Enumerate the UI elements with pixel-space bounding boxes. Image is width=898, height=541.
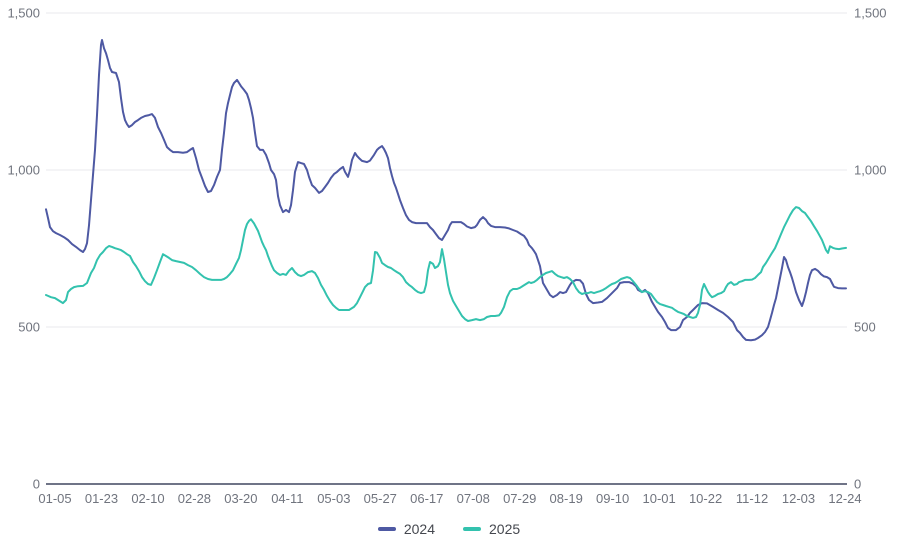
x-tick-label-02-28: 02-28 [177, 491, 212, 506]
legend-item-2024[interactable]: 2024 [377, 521, 435, 537]
x-tick-label-12-24: 12-24 [828, 491, 862, 506]
x-tick-label-12-03: 12-03 [781, 491, 816, 506]
y-tick-label-left-500: 500 [18, 319, 40, 335]
legend-swatch-2025 [463, 527, 481, 531]
series-line-2024 [45, 39, 847, 342]
x-tick-label-11-12: 11-12 [735, 491, 769, 506]
x-tick-label-07-08: 07-08 [456, 491, 490, 506]
x-tick-label-05-03: 05-03 [317, 491, 351, 506]
x-tick-label-02-10: 02-10 [131, 491, 165, 506]
x-tick-label-05-27: 05-27 [363, 491, 397, 506]
x-tick-label-06-17: 06-17 [410, 491, 444, 506]
y-tick-label-left-1000: 1,000 [7, 162, 40, 178]
x-tick-label-10-01: 10-01 [642, 491, 676, 506]
x-tick-label-01-05: 01-05 [38, 491, 72, 506]
y-tick-label-right-0: 0 [854, 476, 862, 492]
y-tick-label-right-1500: 1,500 [854, 5, 887, 21]
legend-label-2025: 2025 [489, 521, 521, 537]
legend: 2024 2025 [0, 519, 898, 539]
x-tick-label-10-22: 10-22 [688, 491, 723, 506]
x-tick-label-08-19: 08-19 [549, 491, 583, 506]
legend-label-2024: 2024 [403, 521, 435, 537]
x-tick-label-03-20: 03-20 [224, 491, 258, 506]
gridlines [46, 12, 847, 485]
series-line-2025 [45, 206, 847, 322]
x-tick-label-07-29: 07-29 [503, 491, 537, 506]
y-tick-label-left-1500: 1,500 [7, 5, 40, 21]
legend-item-2025[interactable]: 2025 [463, 522, 520, 536]
legend-swatch-2024 [377, 527, 396, 531]
series-lines [45, 39, 847, 342]
y-tick-label-right-500: 500 [854, 319, 876, 335]
x-tick-label-09-10: 09-10 [596, 491, 630, 506]
x-tick-label-04-11: 04-11 [271, 491, 304, 506]
y-tick-label-left-0: 0 [32, 476, 40, 492]
y-tick-label-right-1000: 1,000 [854, 162, 887, 178]
x-tick-label-01-23: 01-23 [84, 491, 119, 506]
